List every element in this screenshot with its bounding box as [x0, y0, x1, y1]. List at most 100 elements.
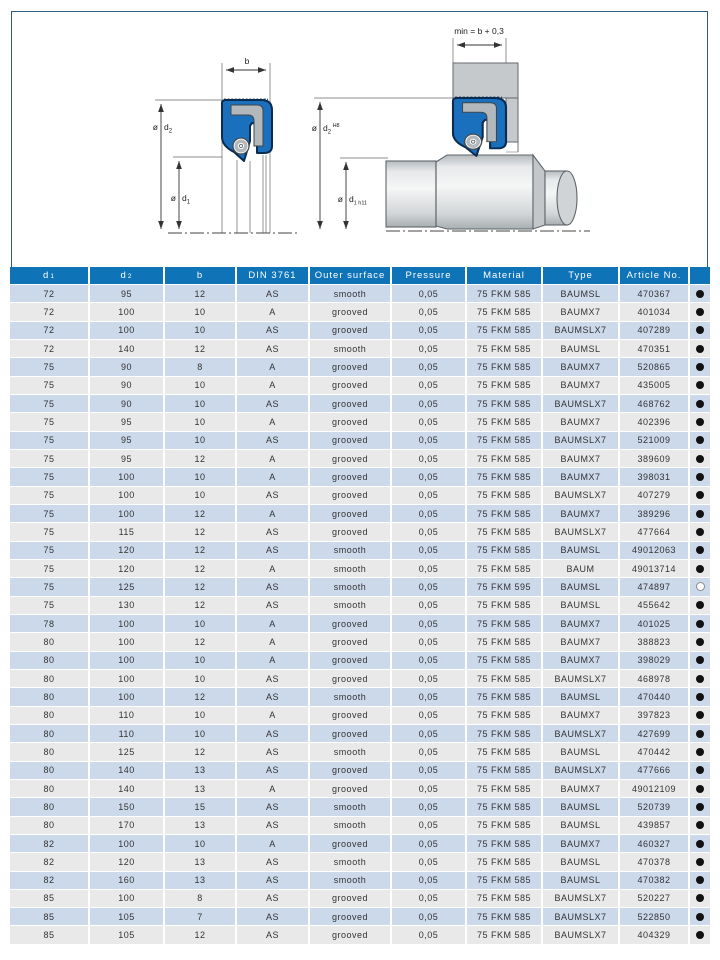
cell-din: AS	[237, 816, 310, 834]
cell-pressure: 0,05	[392, 633, 467, 651]
cell-b: 13	[165, 871, 237, 889]
cell-outer-surface: smooth	[310, 541, 392, 559]
availability-cell	[690, 780, 710, 797]
cell-type: BAUMX7	[543, 303, 620, 321]
table-row: 72 95 12 AS smooth 0,05 75 FKM 585 BAUMSL 470367	[10, 285, 710, 304]
cell-din: A	[237, 449, 310, 468]
cell-d2: 100	[90, 321, 165, 339]
housing	[452, 62, 519, 143]
cell-d2: 100	[90, 468, 165, 486]
cell-article-no: 470378	[620, 853, 690, 871]
table-row: 80 110 10 AS grooved 0,05 75 FKM 585 BAUMSLX7 42…	[10, 724, 710, 744]
cell-type: BAUMSL	[543, 578, 620, 596]
cell-din: AS	[237, 743, 310, 761]
dim-d1-label: d1	[182, 193, 191, 206]
cell-type: BAUMSL	[543, 816, 620, 834]
seal-installation-diagram: min = b + 0,3 ø d2H8 ø d1 h11	[312, 26, 590, 232]
cell-d2: 95	[90, 413, 165, 431]
cell-type: BAUMX7	[543, 468, 620, 486]
table-row: 75 100 10 AS grooved 0,05 75 FKM 585 BAUMSLX7 40…	[10, 486, 710, 505]
cell-b: 7	[165, 908, 237, 926]
cell-material: 75 FKM 585	[467, 779, 543, 798]
availability-filled-icon	[696, 472, 704, 481]
cell-b: 10	[165, 468, 237, 486]
cell-b: 13	[165, 761, 237, 779]
cell-pressure: 0,05	[392, 706, 467, 724]
cell-d2: 110	[90, 706, 165, 724]
cell-din: A	[237, 303, 310, 321]
availability-filled-icon	[696, 546, 704, 555]
cell-type: BAUMSLX7	[543, 669, 620, 688]
cell-b: 13	[165, 853, 237, 871]
availability-cell	[690, 432, 710, 449]
cell-type: BAUMSLX7	[543, 321, 620, 339]
availability-cell	[690, 487, 710, 504]
header-outer-surface: Outer surface	[310, 267, 392, 285]
cell-article-no: 435005	[620, 376, 690, 394]
cell-type: BAUMX7	[543, 449, 620, 468]
availability-filled-icon	[696, 839, 704, 848]
cell-article-no: 470351	[620, 339, 690, 358]
cell-d1: 80	[10, 669, 90, 688]
cell-material: 75 FKM 585	[467, 358, 543, 376]
cell-din: AS	[237, 761, 310, 779]
cell-d2: 100	[90, 889, 165, 908]
cell-article-no: 521009	[620, 431, 690, 449]
availability-cell	[690, 285, 710, 302]
cell-d1: 72	[10, 321, 90, 339]
availability-cell	[690, 542, 710, 559]
cell-outer-surface: grooved	[310, 303, 392, 321]
cell-d2: 105	[90, 908, 165, 926]
cell-outer-surface: grooved	[310, 633, 392, 651]
availability-cell	[690, 523, 710, 540]
availability-filled-icon	[696, 527, 704, 536]
cell-b: 10	[165, 303, 237, 321]
cell-b: 10	[165, 486, 237, 504]
table-row: 75 120 12 AS smooth 0,05 75 FKM 585 BAUMSL 49012…	[10, 541, 710, 560]
availability-filled-icon	[696, 931, 704, 940]
cell-outer-surface: grooved	[310, 889, 392, 908]
cell-d1: 85	[10, 926, 90, 944]
cell-din: A	[237, 468, 310, 486]
availability-cell	[690, 743, 710, 760]
cell-b: 10	[165, 669, 237, 688]
cell-article-no: 468978	[620, 669, 690, 688]
cell-d2: 120	[90, 853, 165, 871]
cell-type: BAUMSLX7	[543, 908, 620, 926]
availability-filled-icon	[696, 307, 704, 316]
cell-din: A	[237, 633, 310, 651]
cell-outer-surface: grooved	[310, 651, 392, 669]
cell-outer-surface: grooved	[310, 321, 392, 339]
availability-cell	[690, 303, 710, 320]
cell-type: BAUMSL	[543, 541, 620, 559]
availability-cell	[690, 377, 710, 394]
cell-article-no: 404329	[620, 926, 690, 944]
cell-pressure: 0,05	[392, 321, 467, 339]
cell-b: 13	[165, 816, 237, 834]
header-pressure: Pressure	[392, 267, 467, 285]
cell-d1: 75	[10, 559, 90, 578]
cell-outer-surface: grooved	[310, 468, 392, 486]
cell-outer-surface: grooved	[310, 614, 392, 633]
cell-d1: 75	[10, 504, 90, 523]
cell-outer-surface: grooved	[310, 358, 392, 376]
cell-type: BAUMSLX7	[543, 761, 620, 779]
cell-pressure: 0,05	[392, 853, 467, 871]
cell-d1: 82	[10, 834, 90, 853]
cell-din: AS	[237, 321, 310, 339]
cell-b: 10	[165, 614, 237, 633]
cell-pressure: 0,05	[392, 541, 467, 559]
cell-d2: 115	[90, 523, 165, 541]
table-row: 72 100 10 AS grooved 0,05 75 FKM 585 BAUMSLX7 40…	[10, 321, 710, 340]
cell-article-no: 468762	[620, 394, 690, 413]
availability-filled-icon	[696, 362, 704, 371]
availability-cell	[690, 872, 710, 889]
cell-outer-surface: smooth	[310, 871, 392, 889]
table-row: 85 105 7 AS grooved 0,05 75 FKM 585 BAUMSLX7 522…	[10, 908, 710, 927]
availability-filled-icon	[696, 454, 704, 463]
header-material: Material	[467, 267, 543, 285]
cell-type: BAUMSL	[543, 688, 620, 706]
cell-d1: 85	[10, 889, 90, 908]
